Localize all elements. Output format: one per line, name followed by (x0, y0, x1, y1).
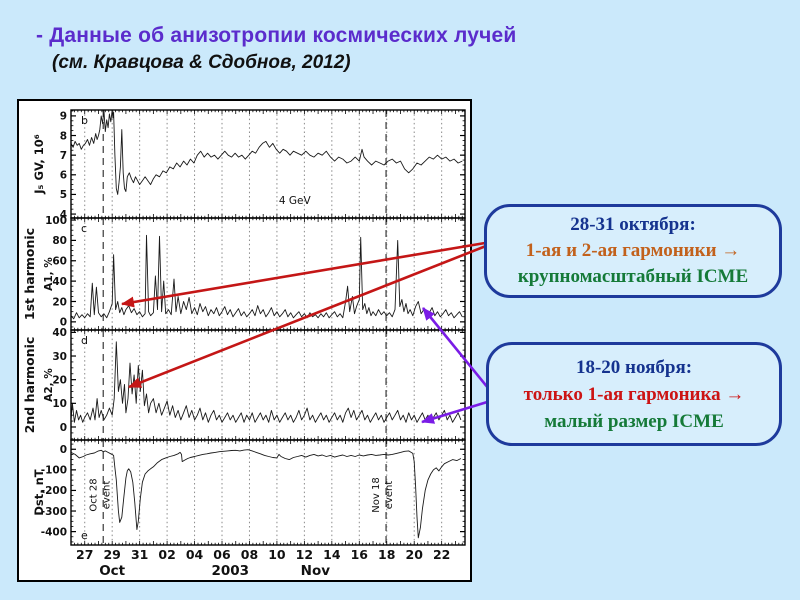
x-month-label: Nov (301, 563, 331, 579)
callout-october: 28-31 октября: 1-ая и 2-ая гармоники → к… (484, 204, 782, 298)
y-tick-label: 5 (60, 189, 67, 201)
y-tick-label: 6 (60, 170, 67, 182)
y-tick-label: 40 (52, 327, 67, 339)
y-tick-label: 0 (60, 422, 67, 434)
series-d (71, 341, 462, 423)
event-label: Nov 18 (371, 477, 382, 512)
x-tick-label: 29 (103, 547, 120, 562)
y-tick-label: 0 (60, 444, 67, 456)
panel-frame-e (70, 439, 466, 546)
panel-frame-d (70, 329, 466, 441)
y-tick-label: 0 (60, 317, 67, 329)
y-tick-label: 20 (52, 374, 67, 386)
y-tick-label: -300 (41, 506, 67, 518)
slide-title: - Данные об анизотропии космических луче… (36, 24, 517, 47)
y-axis-label-d: 2nd harmonic (22, 337, 37, 434)
y-axis-sublabel-d: A2, % (43, 368, 55, 402)
x-tick-label: 06 (213, 547, 231, 562)
x-month-label: Oct (99, 563, 125, 579)
series-c (71, 234, 463, 320)
event-label: Oct 28 (88, 478, 99, 511)
x-tick-label: 16 (351, 547, 369, 562)
y-tick-label: 7 (60, 150, 67, 162)
panel-letter-b: b (81, 114, 88, 127)
y-tick-label: 8 (60, 130, 67, 142)
callout-november-line2: только 1-ая гармоника → (523, 383, 745, 405)
y-axis-label-c: 1st harmonic (22, 228, 37, 320)
y-tick-label: -100 (41, 465, 67, 477)
y-tick-label: -400 (41, 526, 67, 538)
y-tick-label: 30 (52, 351, 67, 363)
x-tick-label: 04 (186, 547, 204, 562)
y-tick-label: 40 (52, 276, 67, 288)
x-tick-label: 18 (378, 547, 395, 562)
y-axis-label-e: Dst, nT (32, 469, 46, 515)
slide-subtitle: (см. Кравцова & Сдобнов, 2012) (52, 52, 351, 73)
callout-november: 18-20 ноября: только 1-ая гармоника → ма… (486, 342, 782, 446)
panel-frame-b (70, 109, 466, 219)
y-tick-label: 10 (52, 398, 67, 410)
y-tick-label: 60 (52, 256, 67, 268)
panel-letter-e: e (81, 529, 88, 542)
y-axis-sublabel-c: A1, % (43, 257, 55, 291)
y-tick-label: 100 (45, 215, 67, 227)
panel-annotation: 4 GeV (279, 195, 312, 207)
y-tick-label: 4 (60, 209, 67, 221)
x-tick-label: 27 (76, 547, 93, 562)
series-e (71, 449, 462, 539)
x-tick-label: 12 (296, 547, 313, 562)
x-tick-label: 10 (268, 547, 286, 562)
y-tick-label: 9 (60, 111, 67, 123)
x-tick-label: 08 (241, 547, 258, 562)
x-month-label: 2003 (211, 563, 249, 579)
panel-letter-c: c (81, 222, 87, 235)
callout-november-line1: 18-20 ноября: (575, 356, 693, 378)
y-tick-label: 80 (52, 235, 67, 247)
callout-november-line3: малый размер ICME (544, 410, 724, 432)
x-tick-label: 14 (323, 547, 341, 562)
series-b (71, 110, 463, 195)
x-tick-label: 22 (433, 547, 450, 562)
x-tick-label: 31 (131, 547, 148, 562)
callout-october-line1: 28-31 октября: (570, 214, 696, 235)
event-label: event (101, 481, 112, 510)
callout-october-line3: крупномасштабный ICME (517, 266, 749, 287)
y-tick-label: 20 (52, 296, 67, 308)
callout-october-line2: 1-ая и 2-ая гармоники → (525, 240, 741, 261)
panel-letter-d: d (81, 334, 88, 347)
x-tick-label: 20 (406, 547, 424, 562)
event-label: event (384, 481, 395, 510)
x-tick-label: 02 (158, 547, 175, 562)
y-tick-label: -200 (41, 485, 67, 497)
y-axis-label-b: J₅ GV, 10⁶ (32, 134, 46, 195)
